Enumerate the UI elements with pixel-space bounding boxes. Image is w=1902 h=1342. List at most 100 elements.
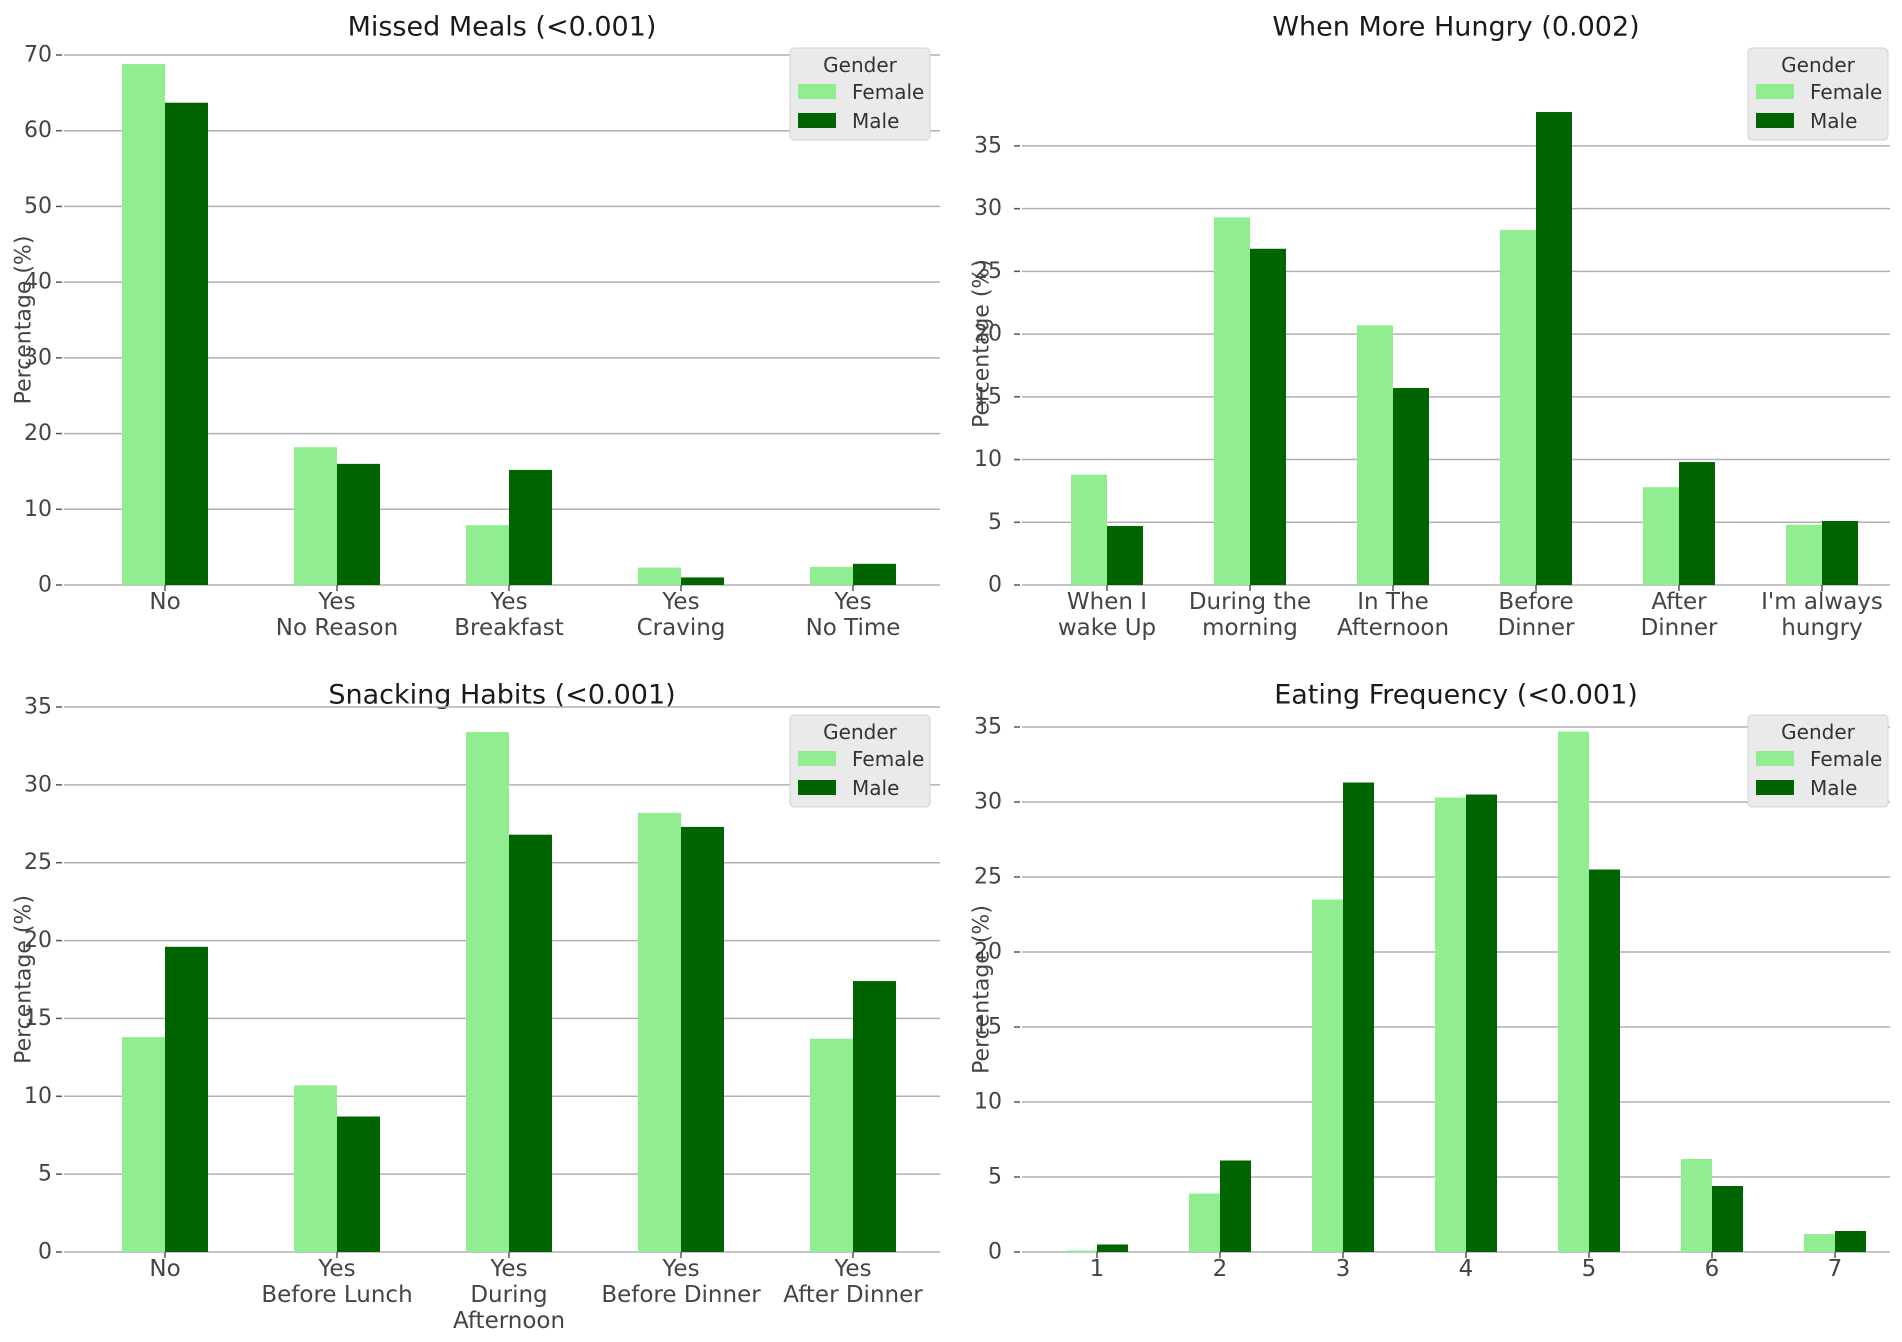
y-tick-label: 0 [988, 1240, 1002, 1265]
when-more-hungry-title: When More Hungry (0.002) [1272, 12, 1639, 43]
y-tick-label: 30 [974, 196, 1002, 221]
legend-swatch-male [1756, 780, 1794, 795]
bar-female [1643, 487, 1679, 585]
x-tick-label: 1 [1090, 1256, 1105, 1282]
bar-female [1066, 1250, 1097, 1252]
x-tick-label: No [149, 589, 180, 615]
x-tick-label: Yes Craving [637, 589, 726, 641]
when-more-hungry-y-axis-label: Percentage (%) [970, 259, 995, 428]
legend-label-female: Female [1810, 80, 1882, 104]
legend-swatch-female [1756, 751, 1794, 766]
bar-male [1712, 1186, 1743, 1252]
x-tick-label: In The Afternoon [1337, 589, 1449, 641]
bar-female [122, 1037, 165, 1252]
y-tick-label: 40 [24, 270, 52, 295]
x-tick-label: After Dinner [1641, 589, 1718, 641]
bar-female [1214, 217, 1250, 585]
x-tick-label: Yes During Afternoon [453, 1256, 565, 1334]
bar-male [337, 1116, 380, 1252]
y-tick-label: 0 [38, 1240, 52, 1265]
y-tick-label: 20 [974, 940, 1002, 965]
when-more-hungry-legend: Gender Female Male [1747, 47, 1889, 141]
bar-female [1357, 325, 1393, 585]
legend-swatch-male [1756, 113, 1794, 128]
when-more-hungry-chart: When More Hungry (0.002) 0 5 10 15 20 25 30 35 Pe… [970, 12, 1890, 641]
bar-male [165, 102, 208, 585]
y-tick-label: 0 [38, 573, 52, 598]
y-tick-label: 20 [24, 421, 52, 446]
bar-female [638, 567, 681, 585]
bar-male [509, 469, 552, 585]
bar-male [1835, 1231, 1866, 1252]
bar-female [1786, 524, 1822, 585]
y-tick-label: 5 [988, 510, 1002, 535]
missed-meals-chart: Missed Meals (<0.001) 0 10 20 30 40 50 60 70 Perc… [12, 12, 940, 641]
bar-female [466, 731, 509, 1252]
x-tick-label: Yes No Time [806, 589, 901, 641]
x-tick-label: Yes No Reason [276, 589, 398, 641]
bar-male [681, 577, 724, 585]
bar-female [810, 566, 853, 585]
bar-female [1435, 797, 1466, 1252]
x-tick-label: Yes Before Lunch [261, 1256, 412, 1308]
bar-female [1804, 1234, 1835, 1252]
bar-male [1822, 521, 1858, 585]
y-tick-label: 50 [24, 194, 52, 219]
bar-female [638, 812, 681, 1252]
snacking-habits-chart: Snacking Habits (<0.001) 0 5 10 15 20 25 30 35 Pe… [12, 680, 940, 1334]
missed-meals-legend: Gender Female Male [789, 47, 931, 141]
x-tick-label: Yes Before Dinner [601, 1256, 761, 1308]
bar-female [810, 1038, 853, 1252]
snacking-habits-legend: Gender Female Male [789, 714, 931, 808]
legend-label-male: Male [852, 776, 899, 800]
y-tick-label: 15 [974, 1015, 1002, 1040]
bar-female [294, 447, 337, 585]
legend-label-male: Male [1810, 776, 1857, 800]
legend-label-female: Female [852, 80, 924, 104]
y-tick-label: 35 [974, 715, 1002, 740]
y-tick-label: 25 [974, 259, 1002, 284]
y-tick-label: 15 [24, 1006, 52, 1031]
bar-male [1107, 526, 1143, 585]
y-tick-label: 5 [988, 1165, 1002, 1190]
x-tick-label: Yes Breakfast [454, 589, 564, 641]
bar-female [466, 525, 509, 585]
bar-male [1097, 1244, 1128, 1252]
legend-label-male: Male [852, 109, 899, 133]
y-tick-label: 10 [974, 1090, 1002, 1115]
missed-meals-y-axis-label: Percentage (%) [12, 236, 37, 405]
y-tick-label: 10 [24, 497, 52, 522]
y-tick-label: 30 [24, 772, 52, 797]
legend-title: Gender [1781, 720, 1855, 744]
bar-female [1500, 229, 1536, 586]
x-tick-label: During the morning [1189, 589, 1311, 641]
eating-frequency-legend: Gender Female Male [1747, 714, 1889, 808]
y-tick-label: 25 [974, 865, 1002, 890]
missed-meals-title: Missed Meals (<0.001) [348, 12, 657, 43]
y-tick-label: 30 [974, 790, 1002, 815]
legend-swatch-male [798, 113, 836, 128]
bar-male [1343, 782, 1374, 1252]
snacking-habits-y-axis-label: Percentage (%) [12, 895, 37, 1064]
y-tick-label: 35 [974, 133, 1002, 158]
legend-title: Gender [823, 720, 897, 744]
legend-swatch-female [798, 751, 836, 766]
y-tick-label: 15 [974, 384, 1002, 409]
bar-male [1250, 248, 1286, 586]
bar-male [337, 463, 380, 585]
x-tick-label: I'm always hungry [1761, 589, 1883, 641]
legend-swatch-female [798, 84, 836, 99]
bar-female [1681, 1159, 1712, 1252]
bar-male [1589, 869, 1620, 1252]
eating-frequency-y-axis-label: Percentage (%) [970, 905, 995, 1074]
eating-frequency-chart: Eating Frequency (<0.001)05101520253035P… [970, 680, 1890, 1282]
y-tick-label: 35 [24, 695, 52, 720]
bar-female [1071, 474, 1107, 585]
x-tick-label: 5 [1582, 1256, 1597, 1282]
x-tick-label: 3 [1336, 1256, 1351, 1282]
bar-female [294, 1085, 337, 1252]
x-tick-label: 6 [1705, 1256, 1720, 1282]
x-tick-label: 2 [1213, 1256, 1228, 1282]
